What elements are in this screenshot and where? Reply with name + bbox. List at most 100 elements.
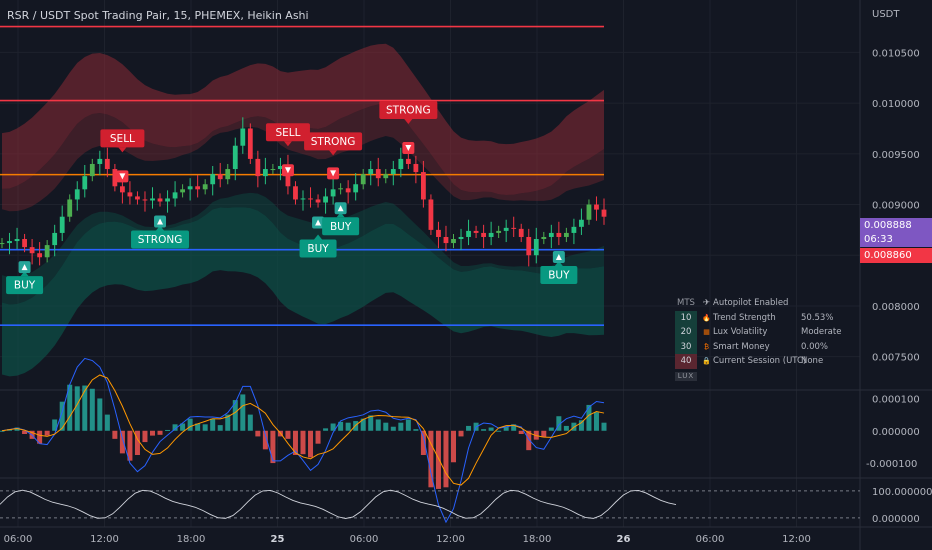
- y-tick-label: 0.009500: [872, 150, 920, 161]
- candle-body: [135, 196, 140, 200]
- macd-histogram-bar: [180, 423, 186, 431]
- candle-body: [7, 241, 12, 244]
- candle-body: [195, 186, 201, 190]
- macd-pane: [0, 357, 607, 524]
- candle-body: [180, 189, 185, 193]
- currency-unit: USDT: [872, 9, 900, 20]
- signal-buy: BUY: [6, 271, 44, 295]
- arrow-up-icon: [555, 253, 562, 260]
- macd-histogram-bar: [323, 428, 329, 431]
- signal-pointer: [20, 271, 29, 277]
- macd-histogram-bar: [247, 414, 253, 431]
- candle-body: [353, 184, 359, 193]
- candle-body: [14, 239, 20, 242]
- macd-histogram-bar: [74, 386, 80, 431]
- macd-histogram-bar: [420, 430, 426, 455]
- macd-histogram-bar: [330, 423, 336, 431]
- macd-histogram-bar: [526, 430, 532, 451]
- macd-histogram-bar: [187, 418, 193, 431]
- signal-pointer: [336, 212, 345, 218]
- candle-body: [518, 228, 524, 237]
- macd-histogram-bar: [0, 430, 5, 432]
- candle-body: [67, 199, 73, 217]
- macd-histogram-bar: [375, 419, 381, 431]
- money-icon: ₿: [703, 342, 710, 351]
- bar-countdown: 06:33: [864, 234, 893, 245]
- signal-pointer: [283, 141, 292, 147]
- chart-title: RSR / USDT Spot Trading Pair, 15, PHEMEX…: [7, 9, 309, 22]
- oscillator-pane: [0, 489, 860, 519]
- panel-row-number: 40: [675, 354, 697, 369]
- panel-row-number: 30: [675, 339, 697, 355]
- candle-body: [548, 232, 554, 237]
- macd-histogram-bar: [82, 385, 88, 431]
- signal-label: STRONG: [386, 104, 431, 116]
- candle-body: [360, 174, 366, 185]
- macd-histogram-bar: [541, 430, 547, 438]
- macd-histogram-bar: [345, 422, 351, 431]
- macd-histogram-bar: [368, 415, 374, 431]
- macd-histogram-bar: [142, 430, 148, 443]
- x-tick-label: 12:00: [782, 534, 811, 545]
- arrow-up-icon: [315, 219, 322, 226]
- candle-body: [330, 189, 336, 197]
- macd-histogram-bar: [210, 418, 216, 431]
- signal-pointer: [156, 225, 165, 231]
- signal-box: [322, 217, 360, 236]
- candle-body: [29, 247, 35, 254]
- candle-body: [556, 232, 562, 237]
- candle-body: [262, 169, 268, 177]
- signal-sell: SELL: [265, 123, 310, 147]
- macd-histogram-bar: [67, 384, 73, 431]
- signal-label: BUY: [548, 269, 570, 281]
- candle-body: [405, 158, 411, 164]
- macd-tick-label: 0.000000: [872, 427, 920, 438]
- signal-marker: [402, 141, 415, 154]
- signal-buy: BUY: [299, 234, 337, 258]
- macd-line: [1, 357, 605, 524]
- macd-histogram-bar: [548, 427, 554, 431]
- signal-box: [6, 276, 44, 295]
- candle-body: [503, 227, 509, 231]
- macd-histogram-bar: [37, 430, 43, 444]
- panel-row-label: Current Session (UTC): [713, 356, 807, 367]
- oscillator-line: [0, 489, 677, 519]
- current-price-tag: 0.008888 06:33: [860, 218, 932, 247]
- candle-body: [74, 189, 80, 200]
- x-tick-label: 18:00: [523, 534, 552, 545]
- signal-box: [131, 230, 190, 249]
- macd-histogram-bar: [413, 429, 419, 431]
- upper-band-outer: [2, 43, 604, 195]
- flame-icon: 🔥: [702, 313, 711, 322]
- signal-label: SELL: [110, 133, 135, 145]
- candle-body: [421, 172, 426, 200]
- macd-histogram-bar: [232, 400, 238, 431]
- signal-label: SELL: [275, 127, 300, 139]
- candle-body: [202, 184, 208, 190]
- macd-histogram-bar: [240, 394, 246, 431]
- panel-row-label: Smart Money: [713, 341, 770, 352]
- y-tick-label: 0.008000: [872, 302, 920, 313]
- arrow-down-icon: [119, 173, 126, 180]
- lock-icon: 🔒: [702, 357, 711, 366]
- candle-body: [323, 196, 328, 203]
- macd-histogram-bar: [338, 421, 344, 431]
- signal-marker: [334, 202, 347, 215]
- macd-histogram-bar: [217, 425, 223, 431]
- signal-pointer: [314, 234, 323, 240]
- candle-body: [82, 176, 88, 190]
- airplane-icon: ✈: [702, 298, 711, 308]
- osc-tick-label: 0.000000: [872, 514, 920, 525]
- candle-body: [481, 232, 486, 237]
- candle-body: [533, 239, 539, 256]
- candle-body: [232, 145, 238, 170]
- y-tick-label: 0.010000: [872, 99, 920, 110]
- x-tick-label: 12:00: [90, 534, 119, 545]
- y-tick-label: 0.007500: [872, 353, 920, 364]
- candle-body: [187, 186, 193, 190]
- macd-histogram-bar: [398, 422, 404, 431]
- macd-histogram-bar: [285, 430, 291, 439]
- candle-body: [308, 198, 313, 200]
